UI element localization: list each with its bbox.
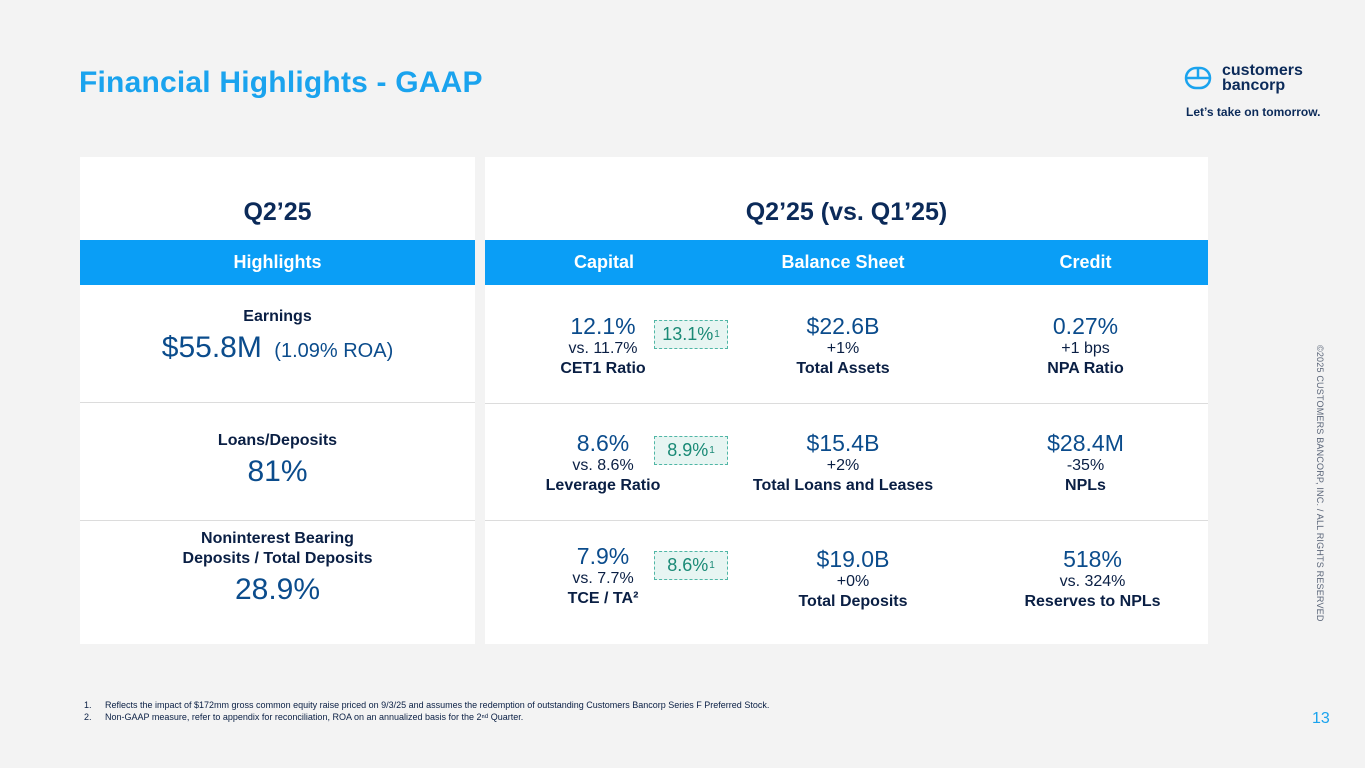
row-divider (485, 403, 1208, 404)
npa-ratio-compare: +1 bps (1061, 340, 1110, 357)
total-loans-compare: +2% (826, 457, 860, 474)
highlights-label: Highlights (233, 252, 322, 272)
logo-line-2: bancorp (1222, 77, 1286, 94)
footnote-text: Non-GAAP measure, refer to appendix for … (105, 712, 524, 722)
tce-compare: vs. 7.7% (572, 570, 634, 587)
earnings-block: Earnings $55.8M (1.09% ROA) (80, 307, 475, 365)
reserves-label: Reserves to NPLs (1024, 593, 1161, 610)
row-divider (80, 520, 475, 521)
earnings-label: Earnings (243, 308, 312, 325)
badge-value: 8.6% (667, 555, 709, 575)
loans-deposits-label: Loans/Deposits (217, 432, 338, 449)
npls-label: NPLs (1065, 477, 1106, 494)
npls-value: $28.4M (1047, 430, 1124, 456)
row-divider (485, 520, 1208, 521)
row-divider (80, 402, 475, 403)
npls-block: $28.4M -35% NPLs (963, 430, 1208, 496)
cet1-compare: vs. 11.7% (568, 340, 638, 357)
customers-bancorp-logo-icon (1184, 66, 1212, 90)
company-logo: customers bancorp (1184, 62, 1303, 94)
tce-proforma-badge: 8.6% 1 (654, 551, 728, 580)
tce-value: 7.9% (576, 543, 630, 569)
column-balance-sheet: Balance Sheet (781, 252, 905, 272)
right-panel-heading: Q2’25 (vs. Q1’25) (745, 198, 948, 226)
column-capital: Capital (573, 252, 634, 272)
footnote-2: 2. Non-GAAP measure, refer to appendix f… (84, 711, 769, 723)
column-credit: Credit (1059, 252, 1112, 272)
nib-value: 28.9% (234, 573, 321, 606)
nib-deposits-block: Noninterest Bearing Deposits / Total Dep… (80, 529, 475, 607)
total-deposits-compare: +0% (836, 573, 870, 590)
total-assets-value: $22.6B (806, 313, 880, 339)
tagline: Let’s take on tomorrow. (1186, 105, 1321, 119)
tce-block: 7.9% vs. 7.7% TCE / TA² (523, 543, 683, 609)
footnotes: 1. Reflects the impact of $172mm gross c… (84, 699, 769, 723)
page-title: Financial Highlights - GAAP (79, 66, 483, 99)
total-loans-value: $15.4B (806, 430, 880, 456)
highlights-bar: Highlights (80, 240, 475, 285)
leverage-block: 8.6% vs. 8.6% Leverage Ratio (523, 430, 683, 496)
footnote-text: Reflects the impact of $172mm gross comm… (105, 700, 770, 710)
badge-footnote: 1 (709, 445, 715, 456)
cet1-label: CET1 Ratio (560, 360, 646, 377)
cet1-value: 12.1% (570, 313, 636, 339)
total-loans-label: Total Loans and Leases (752, 477, 934, 494)
nib-label-line-1: Noninterest Bearing (201, 530, 354, 547)
left-panel-heading: Q2’25 (243, 198, 312, 226)
total-deposits-label: Total Deposits (798, 593, 908, 610)
npls-compare: -35% (1066, 457, 1105, 474)
loans-deposits-block: Loans/Deposits 81% (80, 431, 475, 489)
metrics-column-bar: Capital Balance Sheet Credit (485, 240, 1208, 285)
roa-value: (1.09% ROA) (274, 340, 394, 362)
total-assets-label: Total Assets (796, 360, 890, 377)
leverage-value: 8.6% (576, 430, 630, 456)
badge-footnote: 1 (709, 560, 715, 571)
cet1-block: 12.1% vs. 11.7% CET1 Ratio (523, 313, 683, 379)
reserves-block: 518% vs. 324% Reserves to NPLs (970, 546, 1215, 612)
page-number: 13 (1312, 710, 1330, 727)
total-deposits-block: $19.0B +0% Total Deposits (733, 546, 973, 612)
total-assets-compare: +1% (826, 340, 860, 357)
cet1-proforma-badge: 13.1% 1 (654, 320, 728, 349)
copyright-notice: ©2025 CUSTOMERS BANCORP, INC. / ALL RIGH… (1315, 345, 1325, 622)
leverage-label: Leverage Ratio (545, 477, 661, 494)
badge-footnote: 1 (714, 329, 720, 340)
highlights-panel: Q2’25 Highlights Earnings $55.8M (1.09% … (80, 157, 475, 644)
footnote-1: 1. Reflects the impact of $172mm gross c… (84, 699, 769, 711)
reserves-value: 518% (1063, 546, 1122, 572)
leverage-proforma-badge: 8.9% 1 (654, 436, 728, 465)
footnote-number: 1. (84, 700, 92, 710)
total-loans-block: $15.4B +2% Total Loans and Leases (723, 430, 963, 496)
npa-ratio-label: NPA Ratio (1047, 360, 1124, 377)
npa-ratio-value: 0.27% (1052, 313, 1119, 339)
loans-deposits-value: 81% (247, 455, 308, 488)
npa-ratio-block: 0.27% +1 bps NPA Ratio (963, 313, 1208, 379)
reserves-compare: vs. 324% (1059, 573, 1126, 590)
earnings-value: $55.8M (161, 331, 262, 364)
logo-line-1: customers (1222, 62, 1303, 79)
tce-label: TCE / TA² (567, 590, 639, 607)
total-deposits-value: $19.0B (816, 546, 890, 572)
badge-value: 8.9% (667, 440, 709, 460)
footnote-number: 2. (84, 712, 92, 722)
leverage-compare: vs. 8.6% (572, 457, 634, 474)
nib-label-line-2: Deposits / Total Deposits (182, 550, 373, 567)
total-assets-block: $22.6B +1% Total Assets (723, 313, 963, 379)
metrics-panel: Q2’25 (vs. Q1’25) Capital Balance Sheet … (485, 157, 1208, 644)
badge-value: 13.1% (662, 324, 714, 344)
